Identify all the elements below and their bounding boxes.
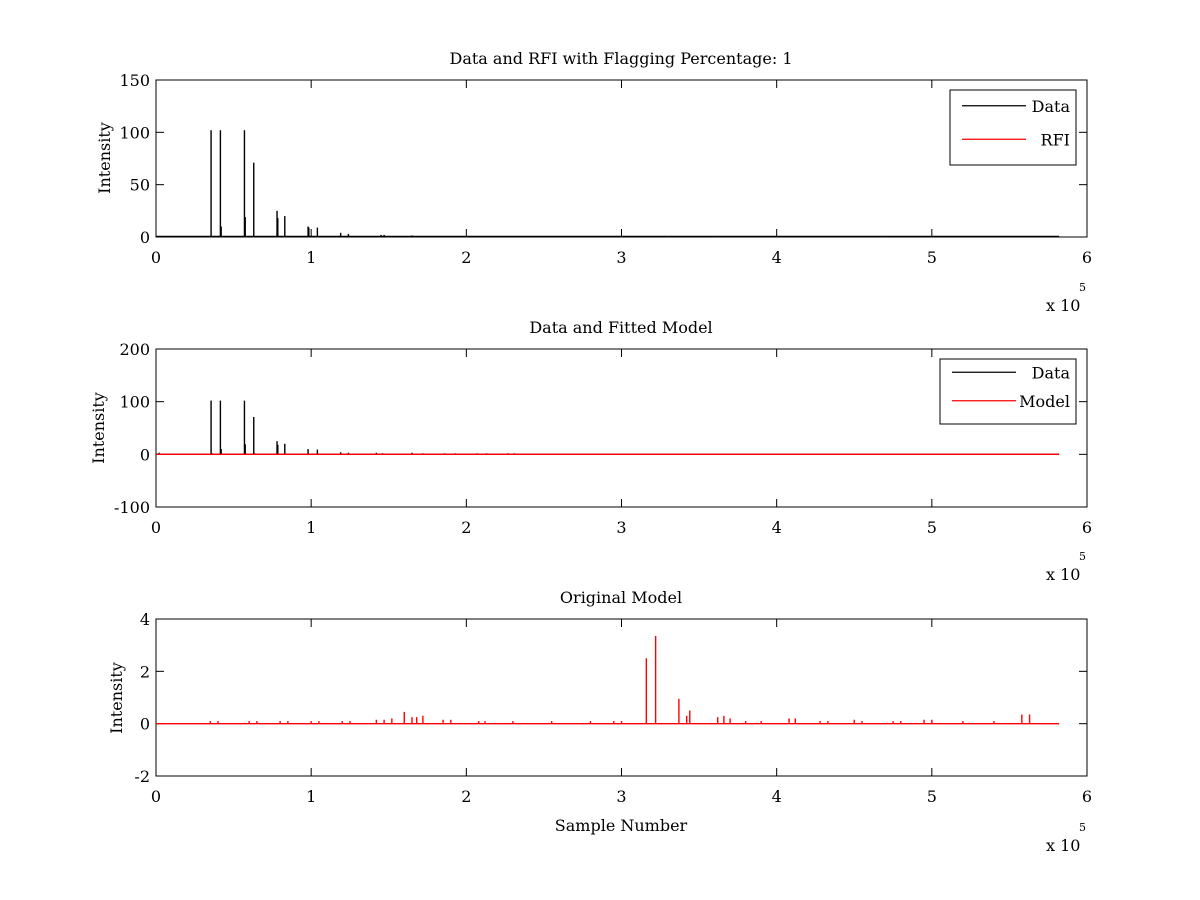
legend-box — [949, 89, 1077, 166]
x-tick-label: 5 — [927, 248, 937, 267]
x-tick-label: 0 — [151, 248, 161, 267]
x-tick-label: 6 — [1082, 518, 1092, 537]
panel-1-x-exponent: 5 — [1079, 281, 1086, 294]
x-tick-label: 4 — [772, 518, 782, 537]
panel-2-x-exponent: 5 — [1079, 550, 1086, 563]
legend-entry: Model — [1019, 392, 1070, 411]
x-tick-label: 2 — [461, 248, 471, 267]
panel-1-x-multiplier: x 10 — [1046, 296, 1080, 315]
series-model — [156, 636, 1060, 725]
x-tick-label: 1 — [306, 248, 316, 267]
legend-entry: Data — [1032, 363, 1071, 382]
panel-3-xlabel: Sample Number — [555, 816, 688, 835]
x-tick-label: 3 — [616, 518, 626, 537]
panel-3-x-multiplier: x 10 — [1046, 836, 1080, 855]
y-tick-label: 200 — [119, 340, 150, 359]
panel-2-x-multiplier: x 10 — [1046, 565, 1080, 584]
panel-2-ylabel: Intensity — [89, 392, 108, 464]
panel-3-ylabel: Intensity — [107, 662, 126, 734]
x-tick-label: 5 — [927, 787, 937, 806]
panel-3: Original Model Intensity Sample Number x… — [107, 588, 1086, 855]
y-tick-label: 100 — [119, 393, 150, 412]
panel-3-x-exponent: 5 — [1079, 821, 1086, 834]
y-tick-label: 100 — [119, 123, 150, 142]
legend: Data Model — [939, 358, 1077, 425]
y-tick-label: 2 — [140, 662, 150, 681]
x-tick-label: 1 — [306, 787, 316, 806]
x-tick-label: 5 — [927, 518, 937, 537]
panel-2-title: Data and Fitted Model — [529, 318, 712, 337]
panel-1: Data and RFI with Flagging Percentage: 1… — [95, 49, 1086, 315]
y-tick-label: 150 — [119, 71, 150, 90]
x-tick-label: 0 — [151, 787, 161, 806]
panel-1-title: Data and RFI with Flagging Percentage: 1 — [449, 49, 792, 68]
x-tick-label: 2 — [461, 787, 471, 806]
legend: Data RFI — [949, 89, 1077, 166]
y-tick-label: -2 — [134, 767, 150, 786]
panel-3-title: Original Model — [560, 588, 682, 607]
x-tick-label: 6 — [1082, 248, 1092, 267]
y-tick-label: 0 — [140, 228, 150, 247]
x-tick-label: 4 — [772, 787, 782, 806]
legend-entry: RFI — [1041, 130, 1070, 149]
x-tick-label: 4 — [772, 248, 782, 267]
panel-1-ylabel: Intensity — [95, 122, 114, 194]
y-tick-label: -100 — [114, 498, 150, 517]
y-tick-label: 50 — [130, 176, 150, 195]
y-tick-label: 4 — [140, 610, 150, 629]
x-tick-label: 3 — [616, 787, 626, 806]
x-tick-label: 0 — [151, 518, 161, 537]
series-data — [156, 130, 1060, 238]
x-tick-label: 3 — [616, 248, 626, 267]
y-tick-label: 0 — [140, 715, 150, 734]
y-tick-label: 0 — [140, 445, 150, 464]
x-tick-label: 1 — [306, 518, 316, 537]
legend-entry: Data — [1032, 97, 1071, 116]
legend-box — [939, 358, 1077, 425]
panel-2: Data and Fitted Model Intensity x 10 5 — [89, 318, 1086, 584]
x-tick-label: 6 — [1082, 787, 1092, 806]
panel-1-plot: 0 1 2 3 4 5 6 0 50 100 150 Data RFI — [119, 71, 1092, 267]
x-tick-label: 2 — [461, 518, 471, 537]
